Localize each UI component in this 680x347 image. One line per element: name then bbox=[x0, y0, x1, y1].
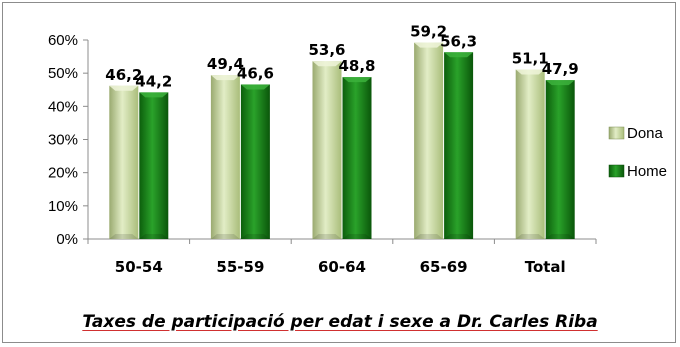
data-label: 53,6 bbox=[308, 41, 345, 59]
bar-home-50-54 bbox=[139, 92, 169, 239]
bar-home-60-64-base bbox=[342, 234, 372, 239]
bar-dona-65-69-top bbox=[414, 42, 444, 48]
x-tick-label: 60-64 bbox=[318, 258, 366, 276]
data-label: 46,2 bbox=[105, 66, 142, 84]
bar-home-50-54-top bbox=[139, 92, 169, 98]
data-label: 46,6 bbox=[237, 64, 274, 82]
y-tick-label: 20% bbox=[48, 165, 78, 182]
data-label: 47,9 bbox=[542, 60, 579, 78]
bar-home-50-54-base bbox=[139, 234, 169, 239]
bar-dona-60-64-top bbox=[312, 61, 342, 67]
y-tick-label: 10% bbox=[48, 198, 78, 215]
bar-home-total-base bbox=[545, 234, 575, 239]
bar-dona-55-59-base bbox=[210, 234, 240, 239]
bar-home-60-64 bbox=[342, 77, 372, 239]
bar-home-total-top bbox=[545, 80, 575, 86]
bar-home-55-59 bbox=[240, 84, 270, 240]
bar-dona-50-54-base bbox=[109, 234, 139, 239]
bar-dona-50-54-top bbox=[109, 85, 139, 91]
y-tick-label: 30% bbox=[48, 132, 78, 149]
data-label: 59,2 bbox=[410, 23, 447, 41]
bar-chart: 0% 10% 20% 30% 40% 50% 60% 50-54 55-59 60-64 65-69… bbox=[48, 23, 667, 276]
legend-label-home: Home bbox=[627, 163, 667, 180]
legend-label-dona: Dona bbox=[627, 125, 664, 142]
bar-home-total bbox=[545, 80, 575, 239]
chart-caption: Taxes de participació per edat i sexe a … bbox=[82, 312, 598, 332]
x-tick-label: Total bbox=[525, 258, 566, 276]
x-tick-label: 55-59 bbox=[216, 258, 264, 276]
bar-dona-65-69-base bbox=[414, 234, 444, 239]
bar-dona-total-top bbox=[515, 69, 545, 75]
y-tick-label: 0% bbox=[56, 231, 78, 248]
data-label: 49,4 bbox=[207, 55, 244, 73]
bar-home-60-64-top bbox=[342, 77, 372, 83]
bar-dona-total bbox=[515, 69, 545, 239]
bar-home-65-69-top bbox=[444, 52, 474, 58]
bar-dona-65-69 bbox=[414, 42, 444, 239]
y-tick-label: 60% bbox=[48, 32, 78, 49]
data-label: 48,8 bbox=[338, 57, 375, 75]
bar-dona-55-59-top bbox=[210, 75, 240, 81]
bar-dona-60-64-base bbox=[312, 234, 342, 239]
bar-dona-total-base bbox=[515, 234, 545, 239]
legend-swatch-home bbox=[608, 164, 625, 178]
bar-home-55-59-base bbox=[240, 234, 270, 239]
x-tick-label: 50-54 bbox=[115, 258, 163, 276]
bar-home-65-69-base bbox=[444, 234, 474, 239]
bar-dona-50-54 bbox=[109, 85, 139, 240]
x-tick-label: 65-69 bbox=[420, 258, 468, 276]
bar-home-65-69 bbox=[444, 52, 474, 239]
data-label: 51,1 bbox=[512, 50, 549, 68]
bar-dona-60-64 bbox=[312, 61, 342, 239]
bar-home-55-59-top bbox=[240, 84, 270, 90]
data-label: 56,3 bbox=[440, 32, 477, 50]
legend-swatch-dona bbox=[608, 126, 625, 140]
y-tick-label: 40% bbox=[48, 98, 78, 115]
bar-dona-55-59 bbox=[210, 75, 240, 239]
data-label: 44,2 bbox=[135, 72, 172, 90]
y-tick-label: 50% bbox=[48, 65, 78, 82]
